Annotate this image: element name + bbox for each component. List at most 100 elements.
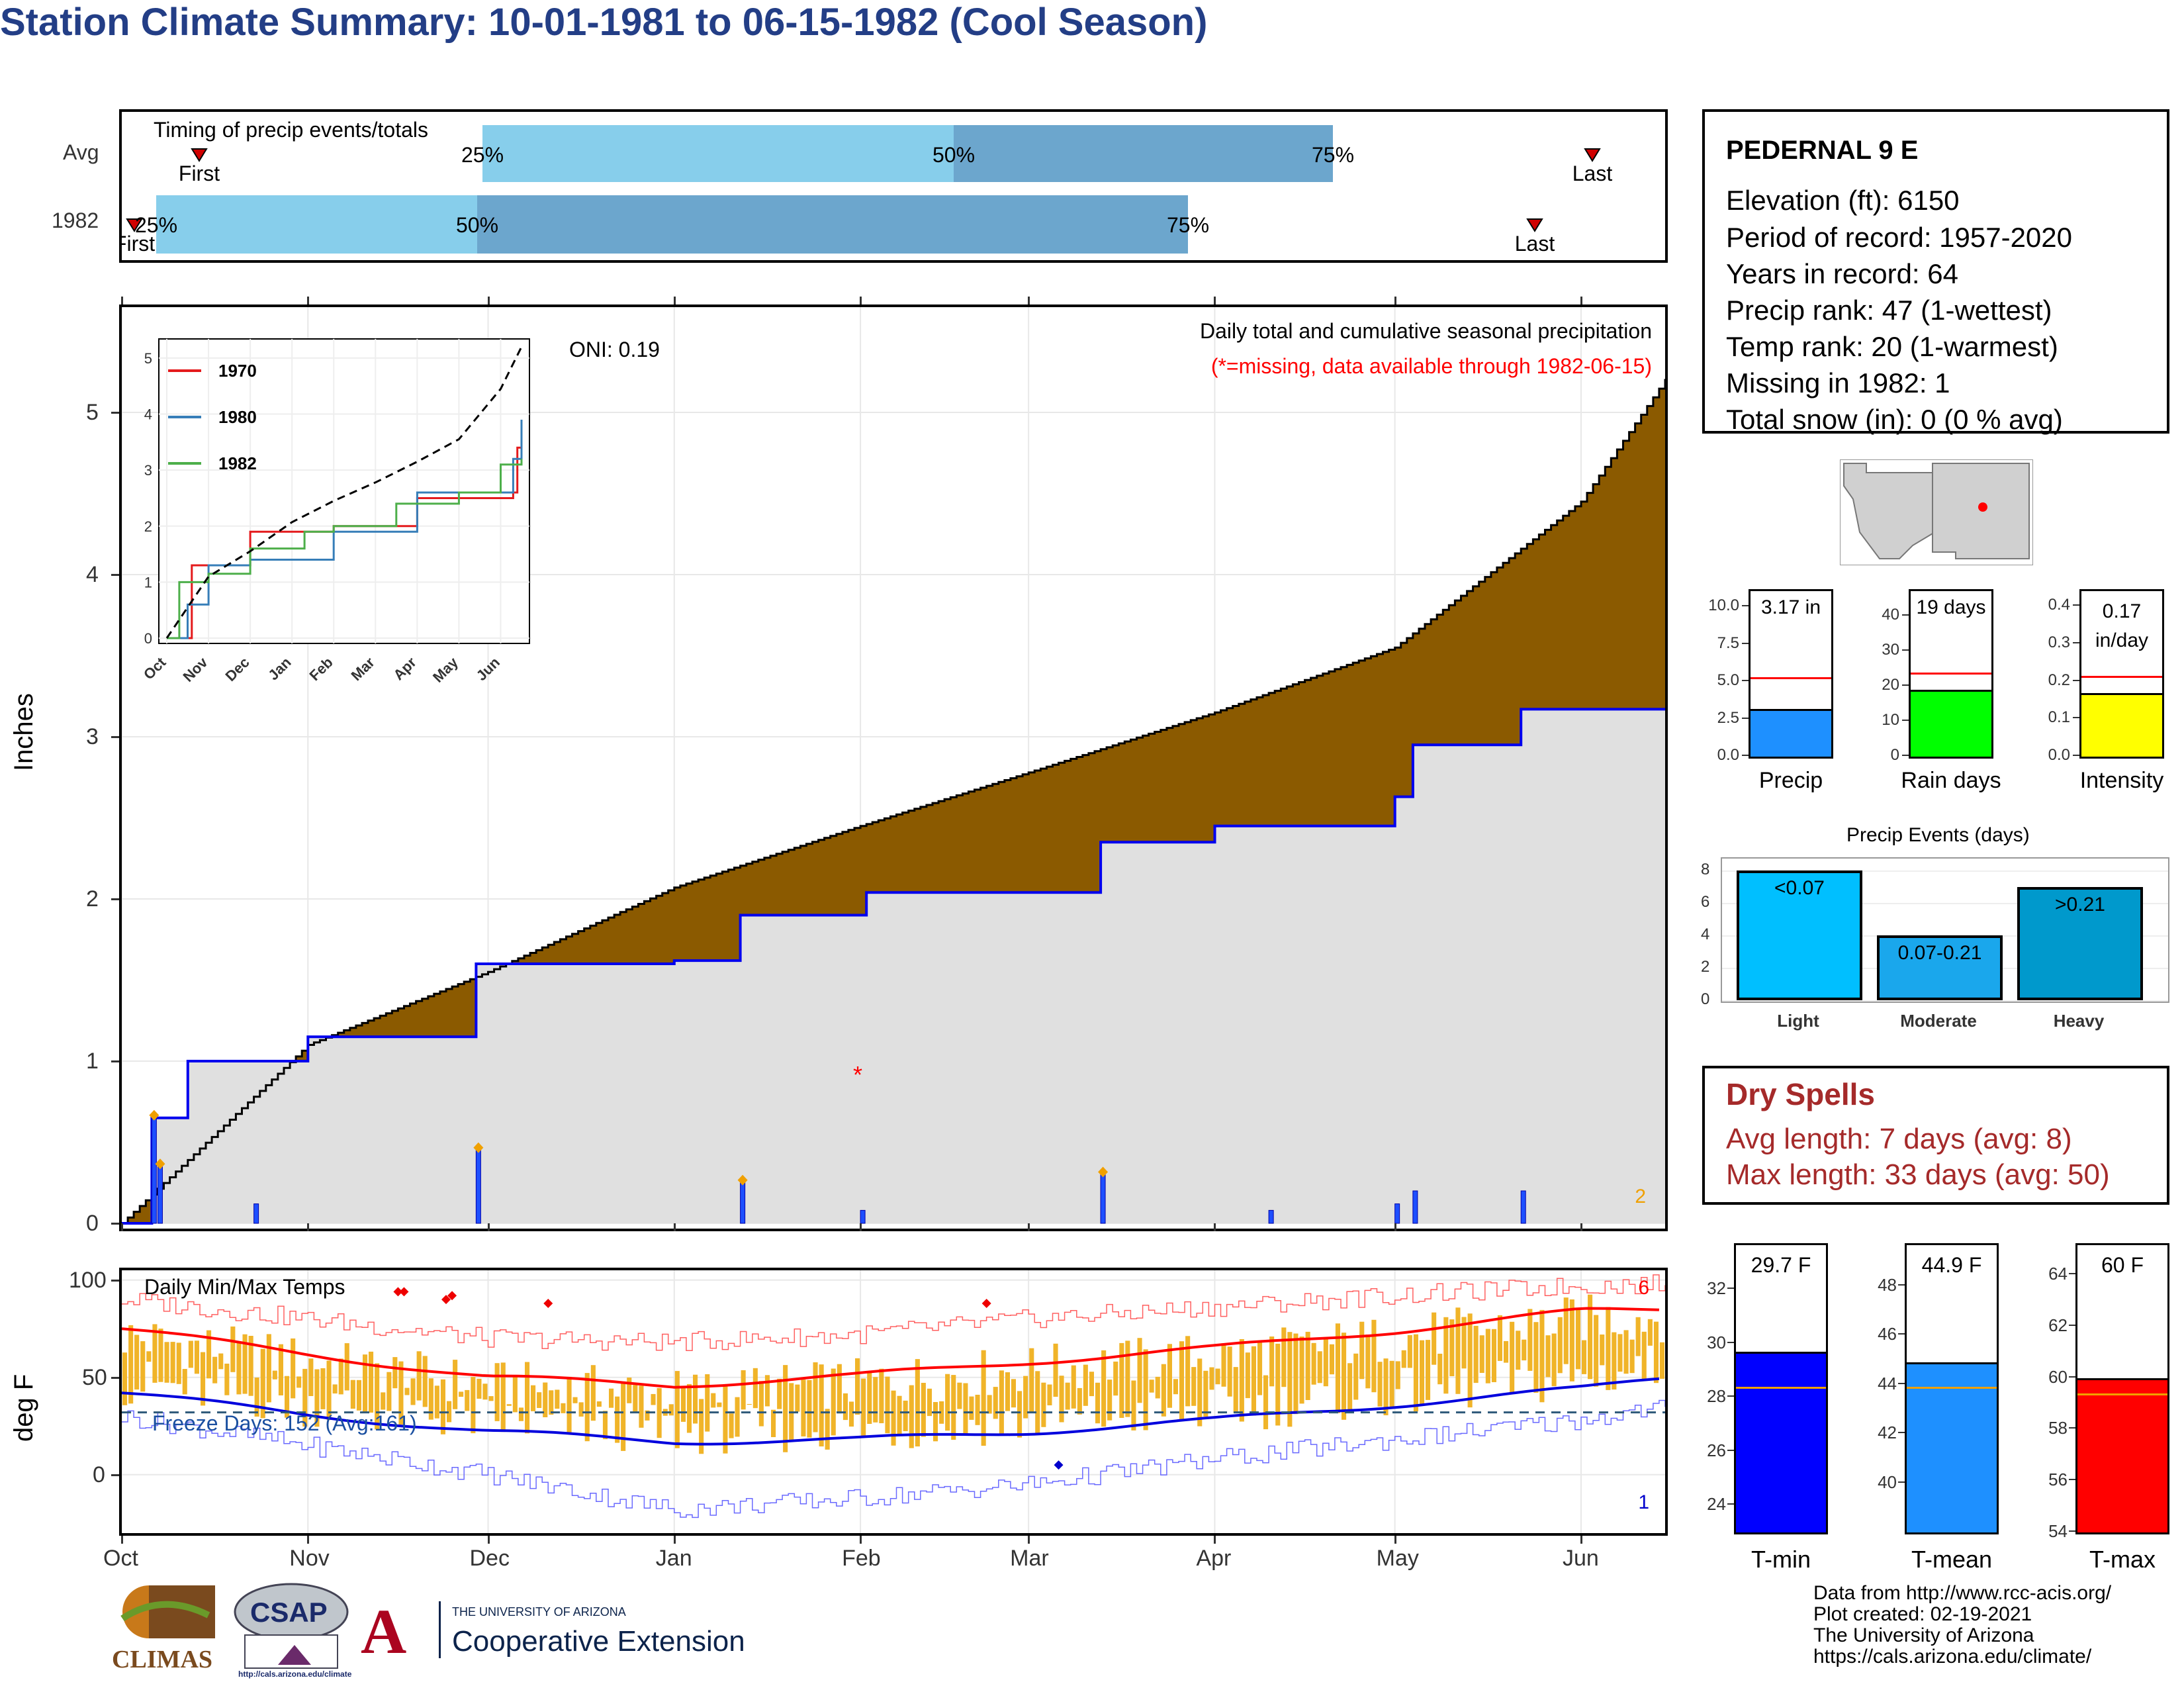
mini-bar-ytick: 0 (1890, 746, 1899, 764)
daily-temp-bar (957, 1382, 962, 1409)
daily-temp-bar (1317, 1351, 1322, 1383)
daily-temp-bar (939, 1401, 944, 1424)
month-tick-mark-mid (1580, 297, 1582, 305)
temp-bar-value: 29.7 F (1751, 1253, 1811, 1277)
footer-credits: Data from http://www.rcc-acis.org/ Plot … (1813, 1582, 2171, 1675)
daily-temp-bar (387, 1372, 392, 1411)
daily-temp-bar (1209, 1367, 1214, 1390)
ua-logo: A THE UNIVERSITY OF ARIZONA Cooperative … (361, 1596, 745, 1667)
missing-note: (*=missing, data available through 1982-… (1211, 354, 1652, 378)
precip-ytick-mark (111, 898, 119, 900)
dry-spells-box: Dry Spells Avg length: 7 days (avg: 8) M… (1702, 1066, 2169, 1205)
precip-ytick: 4 (86, 562, 99, 587)
temp-bar-avg-line (1736, 1386, 1826, 1389)
daily-temp-bar (1071, 1365, 1076, 1409)
daily-temp-bar (555, 1389, 560, 1409)
daily-temp-bar (1263, 1375, 1269, 1430)
daily-temp-bar (518, 1407, 523, 1421)
temp-bar-ytick: 32 (1707, 1278, 1726, 1299)
daily-temp-bar (975, 1395, 980, 1425)
inset-ytick: 2 (144, 518, 152, 535)
temp-panel-label: Daily Min/Max Temps (144, 1275, 345, 1299)
footer-source: Data from http://www.rcc-acis.org/ (1813, 1582, 2112, 1604)
daily-temp-bar (1335, 1323, 1340, 1413)
daily-temp-bar (477, 1378, 482, 1399)
daily-temp-bar (1491, 1329, 1496, 1382)
daily-temp-bar (855, 1358, 860, 1415)
avg-first-label: First (179, 162, 220, 185)
daily-temp-bar (783, 1365, 788, 1452)
temp-bar-ytick-mark (2069, 1376, 2075, 1378)
avg-max-line (122, 1307, 1659, 1389)
location-map (1840, 459, 2033, 565)
daily-temp-bar (572, 1397, 578, 1403)
daily-temp-bar (447, 1401, 452, 1423)
daily-temp-bar (561, 1403, 566, 1413)
daily-temp-bar (1131, 1380, 1136, 1430)
daily-temp-bar (831, 1368, 836, 1436)
month-tick-label: Oct (103, 1546, 138, 1571)
daily-temp-bar (549, 1390, 554, 1415)
station-total-snow: Total snow (in): 0 (0 % avg) (1726, 404, 2063, 435)
precip-ytick-mark (111, 574, 119, 576)
daily-temp-bar (1342, 1333, 1347, 1420)
events-bar (2017, 886, 2143, 1000)
daily-temp-bar (1522, 1339, 1527, 1361)
month-tick-mark (673, 1536, 676, 1544)
climas-emblem (120, 1585, 215, 1638)
dry-spells-avg: Avg length: 7 days (avg: 8) (1726, 1123, 2072, 1155)
precip-ytick: 2 (86, 886, 99, 912)
daily-temp-bar (627, 1378, 632, 1403)
daily-temp-bar (1227, 1346, 1232, 1397)
daily-temp-bar (891, 1390, 896, 1446)
daily-temp-bar (1107, 1380, 1113, 1421)
mini-bar-fill (2081, 692, 2162, 757)
daily-temp-bar (1161, 1364, 1166, 1417)
daily-temp-bar (915, 1359, 920, 1447)
daily-temp-bar (1137, 1338, 1142, 1403)
daily-temp-bar (296, 1376, 302, 1388)
mini-bar-ytick-mark (2073, 604, 2079, 606)
daily-precip-bar (157, 1166, 163, 1224)
precip-ytick: 5 (86, 400, 99, 425)
temp-bar-ytick: 62 (2048, 1315, 2068, 1335)
daily-temp-bar (1371, 1319, 1377, 1393)
mini-bar-fill (1751, 709, 1831, 757)
temp-bar-ytick-mark (1898, 1284, 1905, 1286)
inset-ytick: 1 (144, 574, 152, 590)
daily-temp-bar (188, 1340, 193, 1368)
daily-temp-bar (1623, 1330, 1629, 1374)
daily-temp-bar (465, 1389, 470, 1411)
month-tick-mark (1214, 1536, 1216, 1544)
avg-p75-label: 75% (1312, 143, 1354, 167)
temp-ytick-mark (111, 1279, 119, 1282)
avg-min-line (122, 1377, 1660, 1446)
temp-bar-fill (1736, 1351, 1826, 1532)
station-elevation: Elevation (ft): 6150 (1726, 185, 1960, 216)
station-temp-rank: Temp rank: 20 (1-warmest) (1726, 331, 2058, 362)
record-max-line (122, 1274, 1665, 1352)
daily-temp-bar (639, 1385, 644, 1428)
temp-bar-ytick-mark (2069, 1479, 2075, 1481)
daily-temp-bar (1510, 1321, 1515, 1394)
inset-chart: 0 1 2 3 4 5 Oct Nov Dec Jan Feb Mar Apr May Jun 1970 198… (140, 338, 530, 686)
daily-temp-bar (512, 1376, 518, 1413)
mini-bar-ytick-mark (2073, 679, 2079, 681)
daily-temp-bar (1011, 1379, 1016, 1408)
month-tick-label: Feb (842, 1546, 881, 1571)
daily-temp-bar (1389, 1360, 1394, 1409)
daily-temp-bar (609, 1388, 614, 1408)
daily-temp-bar (867, 1371, 872, 1424)
daily-temp-bar (717, 1402, 722, 1407)
events-hgrid (1722, 870, 2168, 872)
daily-temp-bar (1083, 1364, 1088, 1406)
daily-temp-bar (801, 1380, 806, 1436)
daily-temp-bar (1617, 1334, 1623, 1372)
precip-ytick-mark (111, 1223, 119, 1225)
inset-month-tick: Jan (265, 654, 294, 683)
daily-temp-bar (909, 1385, 914, 1448)
daily-temp-bar (567, 1376, 572, 1434)
daily-temp-bar (921, 1383, 926, 1437)
footer-created: Plot created: 02-19-2021 (1813, 1603, 2032, 1625)
daily-temp-bar (879, 1368, 884, 1423)
